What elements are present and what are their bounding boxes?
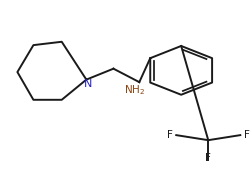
Text: F: F <box>167 130 173 140</box>
Text: F: F <box>205 153 211 163</box>
Text: NH$_2$: NH$_2$ <box>124 83 145 97</box>
Text: F: F <box>244 130 250 140</box>
Text: N: N <box>84 79 92 89</box>
